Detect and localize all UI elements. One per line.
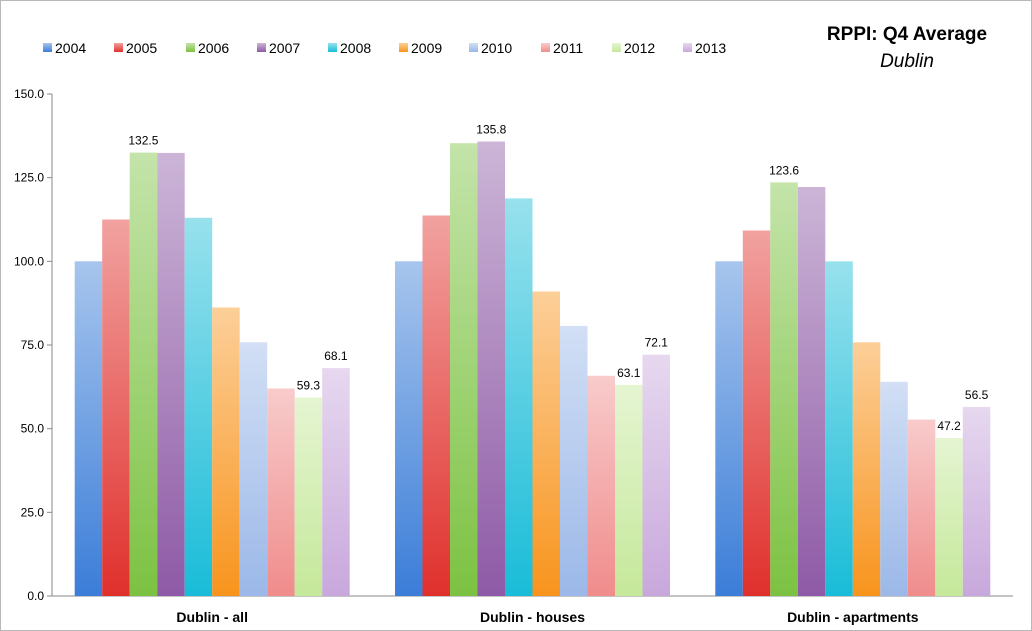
bar-2013-1 — [642, 354, 670, 596]
y-tick-label: 125.0 — [14, 171, 44, 185]
bar-2004-2 — [715, 261, 743, 596]
legend-label: 2008 — [340, 40, 371, 56]
legend-swatch-2013 — [683, 43, 692, 52]
legend-swatch-2008 — [328, 43, 337, 52]
bar-2006-0 — [129, 152, 158, 596]
legend-swatch-2006 — [186, 43, 195, 52]
bar-2012-1 — [615, 384, 643, 596]
bar-2011-1 — [587, 375, 615, 596]
legend-swatch-2010 — [469, 43, 478, 52]
bar-2009-0 — [212, 307, 240, 596]
bar-2005-0 — [102, 219, 130, 596]
bar-2005-2 — [742, 230, 771, 596]
bar-2013-0 — [322, 368, 350, 596]
bar-2006-1 — [450, 143, 478, 596]
bar-2009-1 — [532, 291, 560, 596]
data-label: 68.1 — [324, 349, 348, 363]
axes: 0.0 25.0 50.0 75.0 100.0 125.0 150.0 Dublin - a… — [14, 87, 1013, 625]
y-tick-label: 0.0 — [27, 589, 44, 603]
legend-swatch-2004 — [43, 43, 52, 52]
bar-2006-2 — [770, 182, 798, 596]
bar-2004-1 — [395, 261, 423, 596]
legend-swatch-2012 — [612, 43, 621, 52]
y-tick-label: 150.0 — [14, 87, 44, 101]
bar-2011-2 — [907, 419, 936, 596]
legend-label: 2004 — [55, 40, 86, 56]
category-label: Dublin - houses — [480, 609, 585, 625]
category-label: Dublin - apartments — [787, 609, 919, 625]
legend: 2004 2005 2006 2007 2008 2009 2010 2011 2012 2013 — [43, 40, 726, 56]
y-tick-label: 25.0 — [21, 505, 45, 519]
legend-label: 2013 — [695, 40, 726, 56]
bar-2004-0 — [74, 261, 103, 596]
bar-2007-2 — [797, 187, 826, 596]
bar-2013-2 — [962, 406, 991, 596]
bars — [74, 141, 991, 597]
data-label: 47.2 — [937, 419, 961, 433]
data-label: 72.1 — [645, 336, 669, 350]
legend-swatch-2009 — [399, 43, 408, 52]
chart-title: RPPI: Q4 Average — [827, 24, 987, 45]
bar-2007-0 — [157, 152, 185, 596]
data-label: 135.8 — [476, 123, 506, 137]
category-label: Dublin - all — [176, 609, 248, 625]
data-label: 132.5 — [128, 134, 158, 148]
bar-2008-1 — [505, 198, 533, 596]
bar-2009-2 — [852, 342, 881, 596]
legend-label: 2010 — [481, 40, 512, 56]
legend-label: 2007 — [269, 40, 300, 56]
data-label: 123.6 — [769, 163, 799, 177]
y-tick-label: 50.0 — [21, 422, 45, 436]
bar-2008-2 — [825, 261, 853, 596]
bar-2010-2 — [880, 381, 908, 596]
bar-2011-0 — [267, 388, 295, 596]
bar-2005-1 — [422, 215, 450, 596]
bar-2012-2 — [935, 438, 963, 596]
data-label: 59.3 — [297, 379, 321, 393]
legend-swatch-2007 — [257, 43, 266, 52]
legend-label: 2012 — [624, 40, 655, 56]
y-tick-label: 75.0 — [21, 338, 45, 352]
bar-2010-0 — [239, 342, 268, 596]
bar-2012-0 — [294, 397, 323, 596]
data-label: 56.5 — [965, 388, 989, 402]
legend-swatch-2005 — [114, 43, 123, 52]
legend-label: 2009 — [411, 40, 442, 56]
legend-label: 2005 — [126, 40, 157, 56]
legend-label: 2006 — [198, 40, 229, 56]
y-tick-label: 100.0 — [14, 254, 44, 268]
data-labels: 132.5 59.3 68.1 135.8 63.1 72.1 123.6 47.2 56.5 — [128, 123, 988, 434]
chart-subtitle: Dublin — [880, 51, 934, 72]
bar-2007-1 — [477, 141, 505, 596]
legend-swatch-2011 — [541, 43, 550, 52]
legend-label: 2011 — [553, 40, 583, 56]
bar-2010-1 — [560, 325, 588, 596]
data-label: 63.1 — [617, 366, 641, 380]
bar-2008-0 — [184, 217, 213, 597]
